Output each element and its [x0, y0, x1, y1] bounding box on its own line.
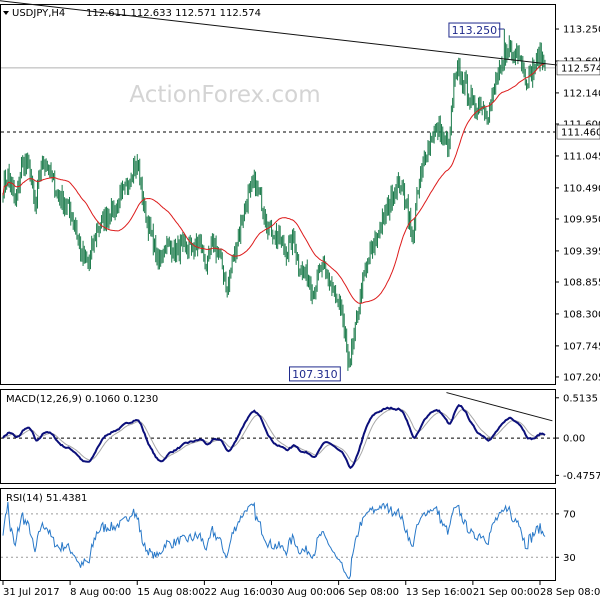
time-axis: 31 Jul 2017 8 Aug 00:00 15 Aug 08:00 22 Aug…: [2, 581, 600, 598]
price-tick-label-6: 109.950: [563, 214, 600, 225]
macd-layer: 0.5135 0.00 -0.4757: [1, 392, 600, 482]
watermark-text: ActionForex.com: [129, 82, 320, 108]
time-tick-label-5: 6 Sep 08:00: [339, 587, 399, 598]
price-panel-frame: [0, 4, 556, 385]
price-tick-label-7: 109.395: [563, 246, 600, 257]
macd-signal-line: [2, 408, 545, 463]
rsi-tick-label-0: 70: [563, 509, 576, 520]
price-trendline: [0, 0, 570, 67]
candles: [2, 29, 546, 371]
price-axis: 113.250112.695112.140111.600111.045110.4…: [555, 25, 600, 383]
low-label: 107.310: [292, 368, 338, 381]
macd-trendline: [446, 392, 553, 422]
macd-label: MACD(12,26,9) 0.1060 0.1230: [6, 394, 158, 405]
price-tick-label-8: 108.855: [563, 277, 600, 288]
time-tick-label-1: 8 Aug 00:00: [70, 587, 131, 598]
macd-line: [2, 404, 546, 470]
price-tick-label-0: 113.250: [563, 25, 600, 36]
support-level-tag: 111.460: [561, 128, 600, 139]
time-tick-label-3: 22 Aug 16:00: [204, 587, 271, 598]
chart-header-ohlc: 112.611 112.633 112.571 112.574: [86, 8, 261, 19]
moving-average-line: [2, 63, 546, 304]
price-tick-label-9: 108.300: [563, 309, 600, 320]
price-tick-label-5: 110.490: [563, 183, 600, 194]
rsi-tick-label-1: 30: [563, 553, 576, 564]
current-price-tag: 112.574: [561, 63, 600, 74]
header-dropdown-icon: [3, 11, 9, 15]
price-layer: 113.250 107.310: [0, 0, 570, 382]
low-label-box: [289, 366, 341, 382]
rsi-label: RSI(14) 51.4381: [6, 493, 87, 504]
rsi-line: [2, 501, 546, 580]
macd-tick-label-2: -0.4757: [563, 471, 600, 482]
macd-panel-frame: [0, 389, 556, 484]
price-tick-label-4: 111.045: [563, 151, 600, 162]
rsi-layer: 70 30: [1, 501, 576, 580]
support-level-tag-bg: [556, 124, 600, 140]
time-tick-label-0: 31 Jul 2017: [3, 587, 60, 598]
time-tick-label-6: 13 Sep 16:00: [406, 587, 473, 598]
current-price-tag-bg: [556, 60, 600, 76]
time-tick-label-8: 28 Sep 08:00: [540, 587, 600, 598]
rsi-panel-frame: [0, 488, 556, 581]
chart-header-symbol: USDJPY,H4: [12, 8, 65, 19]
time-tick-label-4: 30 Aug 00:00: [272, 587, 339, 598]
high-label: 113.250: [452, 24, 498, 37]
macd-tick-label-1: 0.00: [563, 434, 585, 445]
price-tick-label-2: 112.140: [563, 88, 600, 99]
time-tick-label-2: 15 Aug 08:00: [137, 587, 204, 598]
high-label-box: [448, 22, 501, 38]
time-tick-label-7: 21 Sep 00:00: [473, 587, 540, 598]
price-tick-label-10: 107.745: [563, 341, 600, 352]
price-tick-label-11: 107.205: [563, 372, 600, 383]
macd-tick-label-0: 0.5135: [563, 393, 598, 404]
